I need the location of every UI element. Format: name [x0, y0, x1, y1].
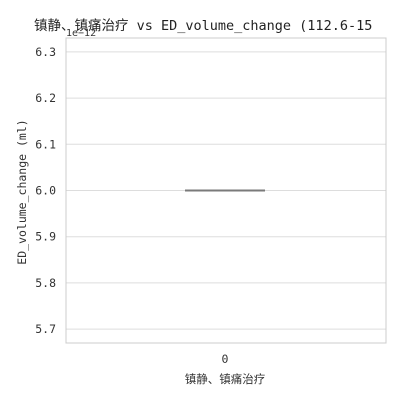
x-tick-labels: 0: [222, 352, 229, 366]
y-axis-label: ED_volume_change (ml): [15, 119, 29, 264]
chart-title: 镇静、镇痛治疗 vs ED_volume_change (112.6-15: [34, 17, 372, 34]
x-tick-label: 0: [222, 352, 229, 366]
y-tick-label: 6.0: [35, 184, 56, 198]
y-tick-label: 5.7: [35, 322, 56, 336]
y-tick-label: 6.1: [35, 137, 56, 151]
y-tick-label: 6.3: [35, 45, 56, 59]
y-tick-label: 6.2: [35, 91, 56, 105]
y-tick-label: 5.8: [35, 276, 56, 290]
x-axis-label: 镇静、镇痛治疗: [185, 372, 266, 386]
y-offset-label: 1e−12: [66, 28, 96, 39]
plot-area-frame: [65, 37, 387, 344]
y-tick-labels: 5.7 5.8 5.9 6.0 6.1 6.2 6.3: [35, 45, 56, 336]
y-tick-label: 5.9: [35, 230, 56, 244]
grid-lines: [66, 51, 386, 330]
